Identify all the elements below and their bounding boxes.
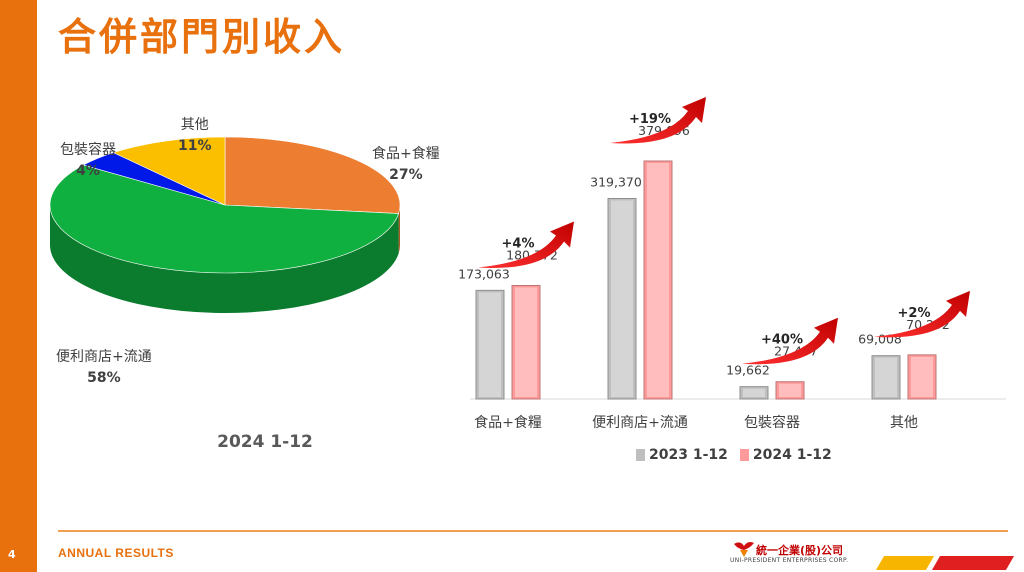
pie-slice-side [50, 205, 399, 314]
legend-swatch-2023 [636, 449, 645, 461]
bar-highlight [743, 388, 765, 397]
bar-highlight [647, 163, 669, 397]
bar [775, 381, 805, 400]
bar-highlight [875, 357, 897, 397]
pie-slice-side [398, 205, 400, 254]
pie-slice-name: 食品+食糧 [372, 146, 440, 162]
pie-slice-name: 其他 [180, 117, 209, 133]
bar-highlight [911, 356, 933, 397]
category-label: 包裝容器 [744, 414, 800, 431]
pie-chart-caption: 2024 1-12 [217, 432, 313, 452]
legend-item-2023: 2023 1-12 [636, 447, 728, 463]
bar-highlight [779, 383, 801, 397]
footer-divider [58, 530, 1008, 532]
logo-stripe-red [931, 556, 1015, 570]
bar [739, 386, 769, 400]
growth-label: +2% [898, 306, 931, 321]
pie-slice-name: 包裝容器 [60, 142, 116, 158]
pie-slice-percent: 58% [87, 370, 121, 386]
bar [907, 354, 937, 400]
page-number: 4 [8, 548, 16, 561]
logo-english-name: UNI-PRESIDENT ENTERPRISES CORP. [730, 557, 849, 564]
pie-slice-percent: 4% [76, 163, 100, 179]
pie-slice-name: 便利商店+流通 [56, 349, 152, 365]
pie-chart [50, 136, 401, 314]
legend-swatch-2024 [739, 449, 749, 461]
bar-highlight [515, 287, 537, 397]
growth-arrow-icon [610, 97, 706, 144]
category-label: 便利商店+流通 [592, 415, 688, 431]
pie-label-other: 其他 11% [178, 115, 212, 157]
bar-value-label: 319,370 [590, 174, 642, 189]
logo-mark-icon [734, 542, 754, 557]
bar-highlight [611, 200, 633, 397]
growth-label: +40% [761, 333, 803, 348]
bar-chart-legend: 2023 1-12 2024 1-12 [636, 447, 832, 463]
growth-arrow-icon [874, 290, 970, 338]
legend-label: 2023 1-12 [649, 447, 728, 463]
page-title: 合併部門別收入 [58, 14, 346, 59]
logo-company-name: 統一企業(股)公司 [756, 544, 844, 557]
category-label: 食品+食糧 [474, 414, 542, 431]
left-accent-bar [0, 0, 37, 572]
bar [643, 160, 673, 400]
pie-label-retail: 便利商店+流通 58% [56, 347, 152, 389]
growth-label: +19% [629, 112, 671, 127]
bar-value-label: 19,662 [726, 363, 770, 378]
pie-slice [224, 136, 401, 214]
pie-slice [50, 164, 400, 274]
bar-value-label: 173,063 [458, 266, 510, 281]
legend-label: 2024 1-12 [752, 447, 832, 463]
bar [607, 197, 637, 400]
bar-highlight [479, 292, 501, 397]
category-label: 其他 [890, 415, 918, 431]
footer-title: ANNUAL RESULTS [58, 546, 174, 560]
bar [871, 355, 901, 400]
pie-slice [112, 136, 226, 206]
legend-item-2024: 2024 1-12 [739, 447, 832, 463]
pie-slice-percent: 11% [178, 138, 212, 154]
bar [511, 285, 541, 400]
bar-chart: 173,063180,772食品+食糧+4%319,370379,096便利商店… [458, 97, 1006, 431]
growth-arrow-icon [742, 317, 838, 365]
pie-label-food: 食品+食糧 27% [372, 144, 440, 186]
growth-arrow-icon [478, 221, 574, 268]
logo-stripe-yellow [875, 556, 935, 570]
growth-label: +4% [502, 237, 535, 252]
company-logo: 統一企業(股)公司 UNI-PRESIDENT ENTERPRISES CORP… [730, 540, 1015, 570]
bar [475, 289, 505, 400]
pie-label-packaging: 包裝容器 4% [60, 140, 116, 182]
pie-slice-percent: 27% [389, 167, 423, 183]
